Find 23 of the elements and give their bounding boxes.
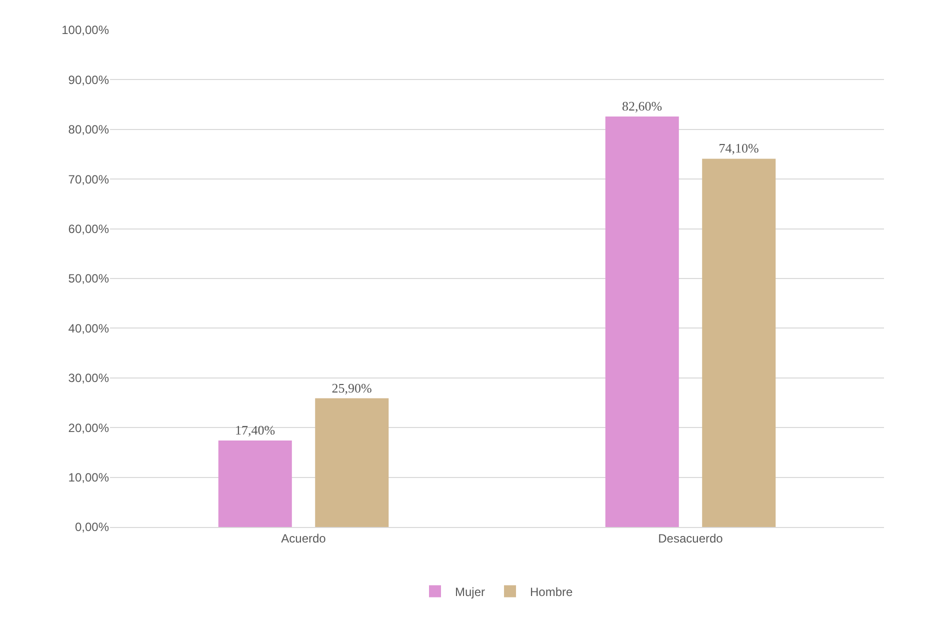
- bar: [605, 116, 679, 527]
- y-tick-label: 70,00%: [68, 172, 110, 186]
- data-label: 82,60%: [622, 98, 662, 114]
- y-tick-label: 0,00%: [74, 520, 110, 534]
- data-label: 74,10%: [718, 140, 759, 156]
- x-tick-label: Acuerdo: [281, 531, 326, 546]
- data-label: 25,90%: [332, 380, 372, 396]
- bar: [315, 398, 389, 527]
- legend-label: Mujer: [455, 584, 486, 599]
- y-tick-label: 100,00%: [62, 23, 110, 38]
- bar: [218, 440, 292, 527]
- y-tick-label: 10,00%: [68, 470, 110, 484]
- legend-label: Hombre: [530, 584, 574, 599]
- y-tick-label: 80,00%: [68, 122, 110, 137]
- bar: [702, 158, 776, 527]
- y-tick-label: 50,00%: [68, 272, 110, 286]
- y-tick-label: 30,00%: [68, 371, 110, 386]
- data-label: 17,40%: [235, 422, 276, 438]
- y-tick-label: 60,00%: [68, 222, 110, 236]
- y-tick-label: 20,00%: [68, 420, 110, 435]
- x-tick-label: Desacuerdo: [658, 531, 724, 546]
- y-tick-label: 90,00%: [68, 72, 110, 87]
- y-tick-label: 40,00%: [68, 321, 110, 336]
